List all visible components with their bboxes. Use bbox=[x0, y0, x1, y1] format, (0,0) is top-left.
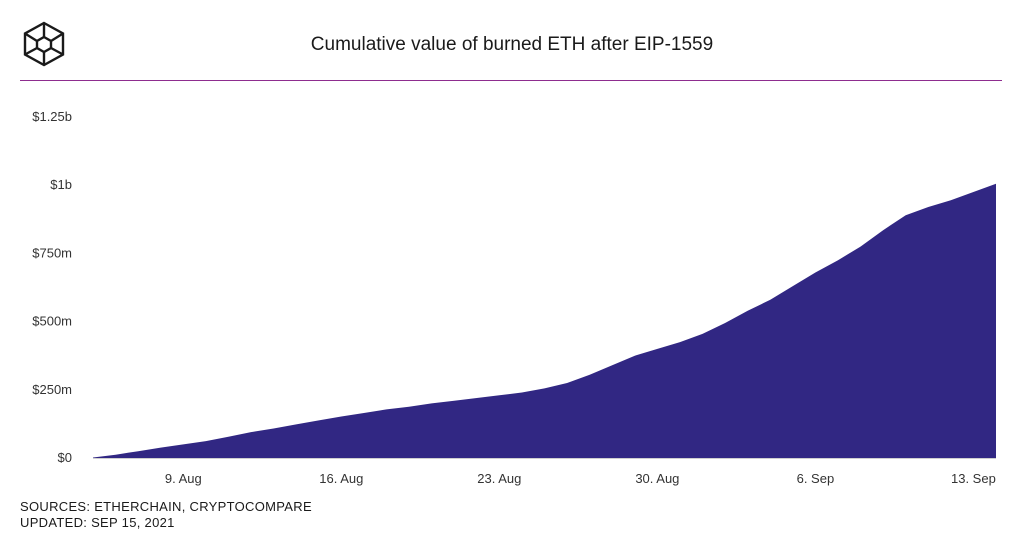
x-tick-label: 13. Sep bbox=[951, 471, 996, 486]
series-area bbox=[93, 183, 996, 459]
chart-title: Cumulative value of burned ETH after EIP… bbox=[310, 34, 714, 55]
y-tick-label: $500m bbox=[32, 314, 72, 329]
y-tick-label: $250m bbox=[32, 382, 72, 397]
x-tick-label: 23. Aug bbox=[477, 471, 521, 486]
x-tick-label: 16. Aug bbox=[319, 471, 363, 486]
chart-footer: SOURCES: ETHERCHAIN, CRYPTOCOMPARE UPDAT… bbox=[20, 499, 312, 531]
title-divider bbox=[20, 80, 1002, 81]
sources-note: SOURCES: ETHERCHAIN, CRYPTOCOMPARE bbox=[20, 499, 312, 514]
cube-icon bbox=[23, 21, 65, 67]
updated-note: UPDATED: SEP 15, 2021 bbox=[20, 515, 175, 530]
y-tick-label: $750m bbox=[32, 245, 72, 260]
y-tick-label: $1b bbox=[50, 177, 72, 192]
y-tick-label: $0 bbox=[58, 450, 72, 465]
x-tick-label: 9. Aug bbox=[165, 471, 202, 486]
x-tick-label: 30. Aug bbox=[635, 471, 679, 486]
y-tick-label: $1.25b bbox=[32, 109, 72, 124]
x-tick-label: 6. Sep bbox=[797, 471, 835, 486]
